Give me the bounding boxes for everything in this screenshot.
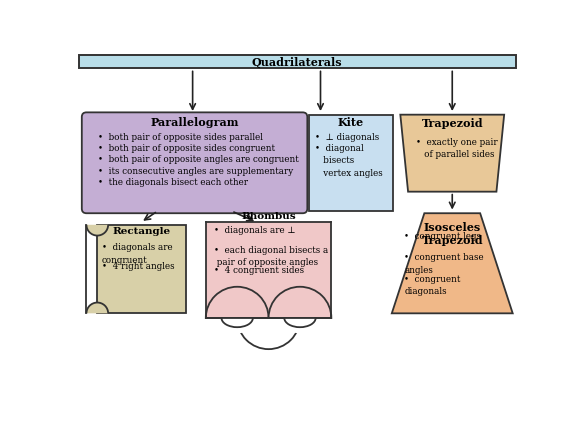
FancyBboxPatch shape (309, 115, 393, 211)
Text: •  congruent base
angles: • congruent base angles (404, 253, 484, 275)
Text: Trapezoid: Trapezoid (422, 118, 483, 129)
Text: Kite: Kite (338, 117, 364, 128)
Text: •  both pair of opposite sides congruent: • both pair of opposite sides congruent (98, 144, 275, 153)
Text: Isosceles
Trapezoid: Isosceles Trapezoid (422, 222, 483, 246)
Wedge shape (206, 287, 269, 318)
Text: Rectangle: Rectangle (113, 227, 171, 236)
Text: Quadrilaterals: Quadrilaterals (252, 56, 343, 68)
Wedge shape (86, 302, 108, 313)
Text: •  exactly one pair
   of parallel sides: • exactly one pair of parallel sides (416, 138, 498, 159)
Text: •  diagonal
   bisects
   vertex angles: • diagonal bisects vertex angles (315, 144, 383, 178)
Text: •  the diagonals bisect each other: • the diagonals bisect each other (98, 178, 248, 187)
Text: •  both pair of opposite angles are congruent: • both pair of opposite angles are congr… (98, 156, 299, 165)
Text: •  congruent legs: • congruent legs (404, 232, 481, 241)
FancyBboxPatch shape (79, 55, 516, 69)
Text: •  diagonals are
congruent: • diagonals are congruent (102, 243, 173, 265)
Wedge shape (237, 318, 300, 349)
Text: •  ⊥ diagonals: • ⊥ diagonals (315, 133, 379, 142)
Text: Rhombus: Rhombus (241, 212, 296, 221)
Text: Parallelogram: Parallelogram (150, 117, 239, 128)
Text: •  congruent
diagonals: • congruent diagonals (404, 275, 461, 297)
Text: •  diagonals are ⊥: • diagonals are ⊥ (213, 225, 295, 234)
Wedge shape (222, 318, 253, 334)
Text: •  each diagonal bisects a
 pair of opposite angles: • each diagonal bisects a pair of opposi… (213, 246, 328, 267)
Polygon shape (400, 115, 504, 192)
FancyBboxPatch shape (206, 222, 331, 318)
Text: •  its consecutive angles are supplementary: • its consecutive angles are supplementa… (98, 167, 293, 176)
Polygon shape (392, 213, 513, 313)
Text: •  4 congruent sides: • 4 congruent sides (213, 266, 304, 275)
Wedge shape (284, 318, 316, 334)
FancyBboxPatch shape (82, 113, 307, 213)
Text: •  4 right angles: • 4 right angles (102, 262, 175, 271)
Wedge shape (269, 287, 331, 318)
Wedge shape (86, 225, 108, 236)
FancyBboxPatch shape (97, 225, 186, 313)
Text: •  both pair of opposite sides parallel: • both pair of opposite sides parallel (98, 133, 263, 142)
